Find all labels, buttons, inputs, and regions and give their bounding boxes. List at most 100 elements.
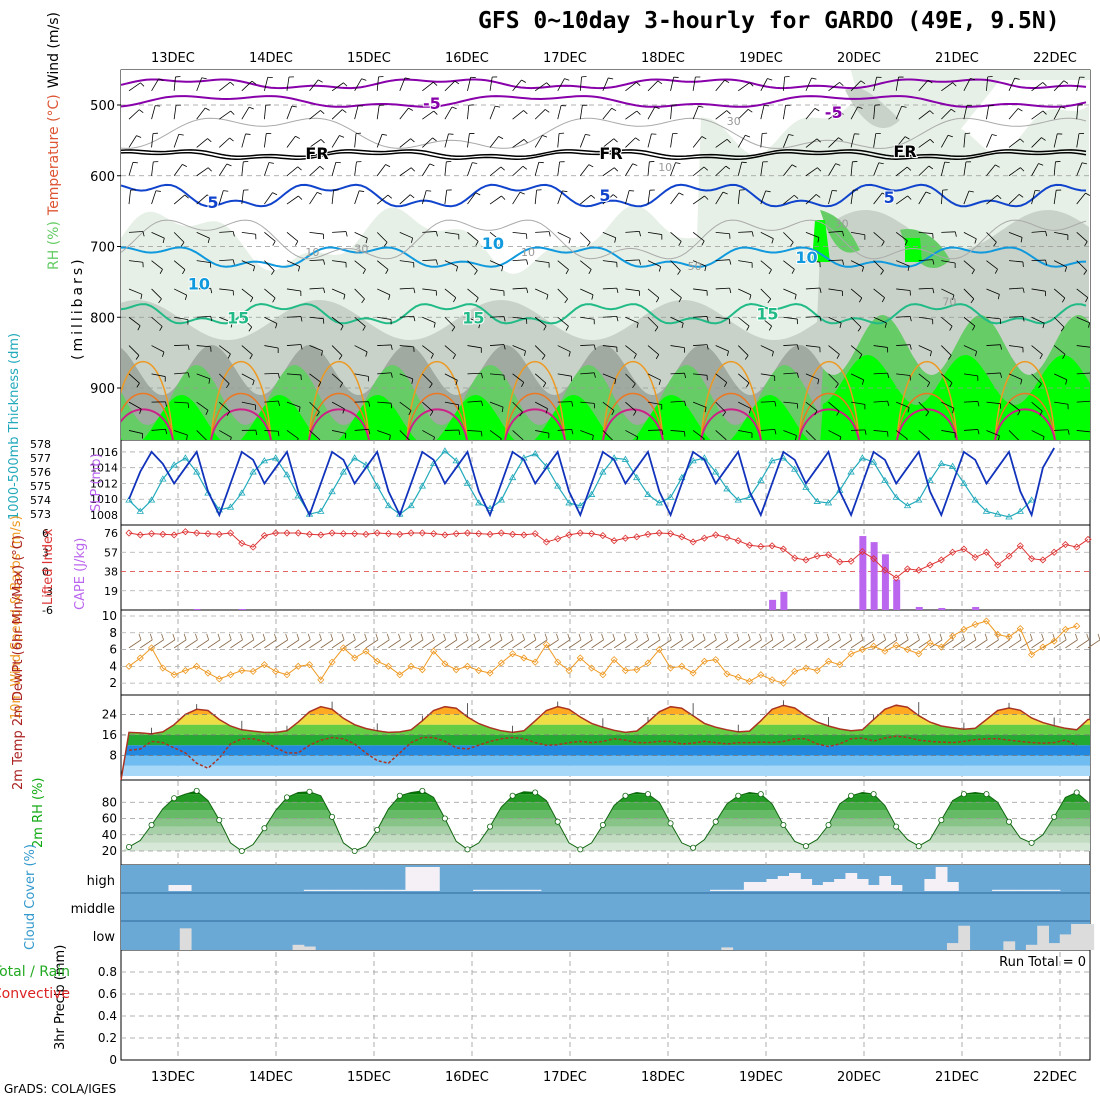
surface-wind-barb-flag: [386, 633, 390, 641]
wind-barb: [219, 259, 234, 262]
wind-ytick-label: 2: [109, 676, 117, 690]
wind-barb-flag: [704, 195, 709, 200]
wind-barb-flag: [229, 137, 234, 142]
wind-barb-flag: [253, 266, 256, 272]
wind-barb: [851, 429, 866, 431]
temp-arc: [994, 392, 1056, 440]
wind-barb-flag: [408, 107, 414, 111]
wind-speed-point: [1016, 625, 1024, 633]
wind-barb-flag: [455, 266, 459, 272]
wind-barb: [219, 110, 231, 120]
wind-barb: [1008, 373, 1022, 380]
contour-label: FR: [599, 144, 622, 163]
isotherm-freezing-a: [121, 149, 1087, 158]
wind-barb-flag: [614, 237, 617, 243]
wind-barb: [941, 373, 953, 384]
wind-barb: [309, 192, 318, 205]
wind-barb: [399, 373, 413, 380]
cloud-high-bar: [867, 885, 880, 891]
wind-barb: [512, 79, 522, 92]
temp-arc: [700, 392, 762, 440]
temp-arc: [896, 408, 958, 440]
wind-barb-flag: [925, 191, 931, 195]
wind-barb: [151, 428, 166, 431]
wind-barb-flag: [229, 81, 235, 86]
rh-point: [667, 820, 674, 827]
wind-barb: [399, 167, 412, 177]
wind-barb-flag: [817, 237, 820, 243]
surface-wind-barb-flag: [567, 633, 571, 641]
wind-barb-flag: [571, 401, 574, 407]
surface-wind-barb-flag: [759, 633, 762, 641]
wind-barb: [219, 288, 234, 291]
li-point: [407, 529, 415, 537]
wind-barb: [670, 162, 676, 176]
surface-wind-barb: [264, 639, 277, 649]
cloud-high-bar: [360, 889, 373, 891]
wind-barb: [873, 133, 877, 148]
wind-barb: [895, 136, 906, 148]
cloud-high-bar: [1037, 889, 1050, 891]
wind-barb: [196, 260, 211, 264]
wind-barb-flag: [187, 344, 190, 350]
wind-barb: [512, 430, 524, 440]
precip-ylabel: 3hr Precip (mm): [53, 945, 68, 1050]
surface-wind-barb-flag: [826, 633, 830, 641]
wind-barb: [241, 288, 254, 298]
temp-ytick-label: 24: [102, 707, 117, 721]
surface-wind-barb: [636, 639, 649, 649]
wind-barb: [625, 81, 637, 92]
li-point: [666, 530, 675, 538]
wind-barb: [918, 430, 930, 440]
wind-barb-flag: [361, 298, 365, 304]
temp-arc: [994, 360, 1056, 440]
wind-barb-flag: [842, 231, 845, 237]
wind-barb: [1031, 259, 1046, 262]
wind-barb: [828, 82, 840, 92]
wind-barb-flag: [142, 231, 145, 237]
wind-barb-flag: [1061, 297, 1066, 303]
wind-speed-point: [384, 662, 393, 670]
wind-barb: [1031, 401, 1043, 412]
rh-point: [1073, 789, 1080, 796]
wind-ytick-label: 4: [109, 659, 117, 673]
wind-barb-flag: [481, 400, 484, 407]
day-label-top: 22DEC: [1033, 51, 1077, 66]
wind-barb: [625, 190, 630, 205]
wind-barb: [444, 401, 459, 406]
wind-speed-point: [351, 654, 359, 662]
wind-barb: [196, 315, 211, 318]
surface-wind-barb: [230, 639, 243, 649]
wind-barb-flag: [639, 231, 641, 237]
surface-wind-barb-flag: [714, 633, 717, 641]
wind-barb: [670, 192, 680, 205]
wind-barb-flag: [656, 297, 660, 303]
wind-barb-flag: [1083, 270, 1087, 275]
wind-barb: [512, 373, 524, 383]
wind-barb-flag: [340, 325, 344, 331]
surface-wind-barb: [884, 639, 898, 649]
surface-wind-barb-flag: [296, 633, 300, 641]
li-point: [170, 531, 178, 539]
wind-speed-point: [915, 650, 923, 658]
wind-barb-flag: [291, 105, 297, 108]
surface-wind-barb: [1065, 639, 1078, 649]
surface-wind-barb: [613, 639, 627, 649]
wind-barb-flag: [1045, 231, 1048, 237]
wind-barb: [579, 76, 582, 91]
wind-barb-flag: [636, 110, 641, 115]
li-ytick-label: -6: [42, 604, 53, 617]
wind-barb: [1008, 108, 1019, 120]
wind-barb: [625, 316, 639, 324]
wind-barb: [715, 345, 729, 352]
surface-wind-barb-flag: [488, 633, 492, 641]
rh-patch-mid-bright: [812, 220, 922, 262]
cloud-low-bar: [1003, 941, 1016, 950]
cloud-high-bar: [766, 879, 779, 891]
wind-barb: [602, 167, 615, 177]
wind-barb-flag: [140, 294, 143, 300]
wind-barb-flag: [971, 269, 975, 275]
thickness-point: [621, 455, 630, 462]
wind-barb-flag: [815, 194, 821, 198]
